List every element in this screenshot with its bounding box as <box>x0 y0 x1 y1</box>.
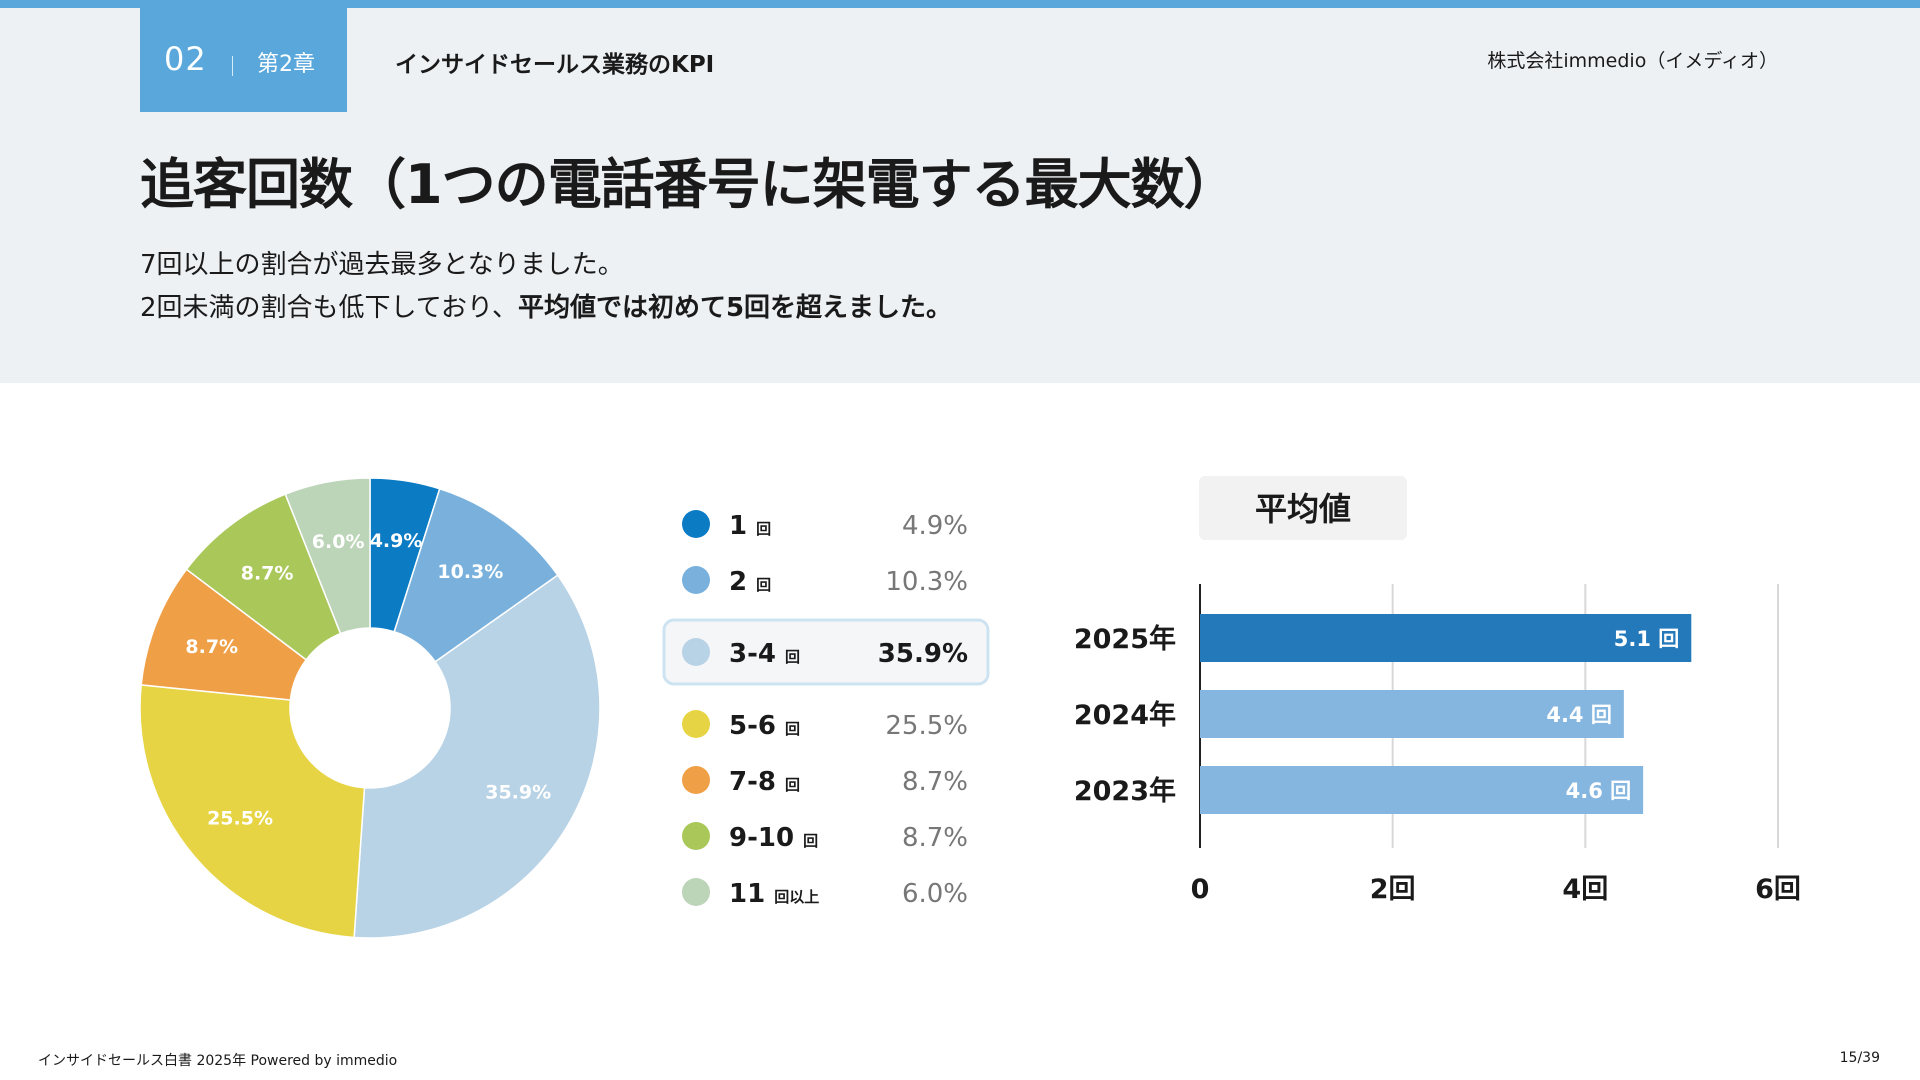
legend-value: 6.0% <box>902 879 968 909</box>
company-name: 株式会社immedio（イメディオ） <box>1487 50 1778 72</box>
bar-2024年 <box>1200 690 1624 738</box>
pie-slice-2 <box>393 487 559 663</box>
bar-value-label: 4.6 回 <box>1566 779 1632 803</box>
bar-value-label: 5.1 回 <box>1614 627 1680 651</box>
lead-line-2: 2回未満の割合も低下しており、平均値では初めて5回を超えました。 <box>140 287 952 330</box>
legend-value: 4.9% <box>902 511 968 541</box>
pie-data-label: 4.9% <box>370 530 423 552</box>
chapter-badge: 02 第2章 <box>140 8 347 112</box>
bar-x-tick-label: 4回 <box>1562 874 1608 905</box>
lead-text: 7回以上の割合が過去最多となりました。 2回未満の割合も低下しており、平均値では… <box>140 244 952 330</box>
legend-swatch <box>682 822 710 850</box>
pie-data-label: 8.7% <box>241 563 294 585</box>
bar-category-label: 2023年 <box>1074 775 1176 807</box>
legend-label: 2 回 <box>729 567 771 597</box>
legend-label: 3-4 回 <box>729 639 800 669</box>
pie-data-label: 10.3% <box>437 561 503 583</box>
pie-data-label: 25.5% <box>207 808 273 830</box>
bar-x-tick-label: 0 <box>1191 874 1210 905</box>
legend-swatch <box>682 710 710 738</box>
lead-line-1: 7回以上の割合が過去最多となりました。 <box>140 250 624 280</box>
legend-swatch <box>682 878 710 906</box>
bar-chart-title: 平均値 <box>1255 490 1351 528</box>
chapter-number: 02 <box>164 40 207 78</box>
pie-data-label: 35.9% <box>485 781 551 803</box>
legend-highlight-box <box>662 618 990 686</box>
bar-category-label: 2024年 <box>1074 699 1176 731</box>
section-title: インサイドセールス業務のKPI <box>395 52 715 78</box>
top-accent-bar <box>0 0 1920 8</box>
legend-label: 7-8 回 <box>729 767 800 797</box>
page-number: 15/39 <box>1839 1050 1880 1066</box>
legend-value: 25.5% <box>885 711 968 741</box>
lead-line-2-bold: 平均値では初めて5回を超えました。 <box>517 293 953 323</box>
bar-2025年 <box>1200 614 1692 662</box>
legend-value: 8.7% <box>902 767 968 797</box>
legend-value: 8.7% <box>902 823 968 853</box>
legend-swatch <box>682 638 710 666</box>
pie-slice-3 <box>353 574 601 939</box>
bar-x-tick-label: 2回 <box>1370 874 1416 905</box>
legend-label: 9-10 回 <box>729 823 818 853</box>
bar-category-label: 2025年 <box>1074 623 1176 655</box>
chapter-divider <box>232 56 233 76</box>
legend-swatch <box>682 766 710 794</box>
legend-swatch <box>682 566 710 594</box>
legend-label: 11 回以上 <box>729 879 819 909</box>
bar-chart-title-box <box>1199 476 1407 540</box>
bar-x-tick-label: 6回 <box>1755 874 1801 905</box>
pie-slice-7 <box>284 477 371 635</box>
pie-data-label: 6.0% <box>312 531 365 553</box>
pie-data-label: 8.7% <box>185 636 238 658</box>
pie-slice-4 <box>139 684 366 939</box>
bar-2023年 <box>1200 766 1644 814</box>
legend-label: 1 回 <box>729 511 771 541</box>
footer-source: インサイドセールス白書 2025年 Powered by immedio <box>38 1053 398 1069</box>
chapter-label: 第2章 <box>257 52 315 77</box>
legend-value: 10.3% <box>885 567 968 597</box>
page-title: 追客回数（1つの電話番号に架電する最大数） <box>140 153 1238 216</box>
legend-value: 35.9% <box>878 639 968 669</box>
bar-value-label: 4.4 回 <box>1546 703 1612 727</box>
lead-line-2-plain: 2回未満の割合も低下しており、 <box>140 293 518 323</box>
legend-label: 5-6 回 <box>729 711 800 741</box>
legend-swatch <box>682 510 710 538</box>
